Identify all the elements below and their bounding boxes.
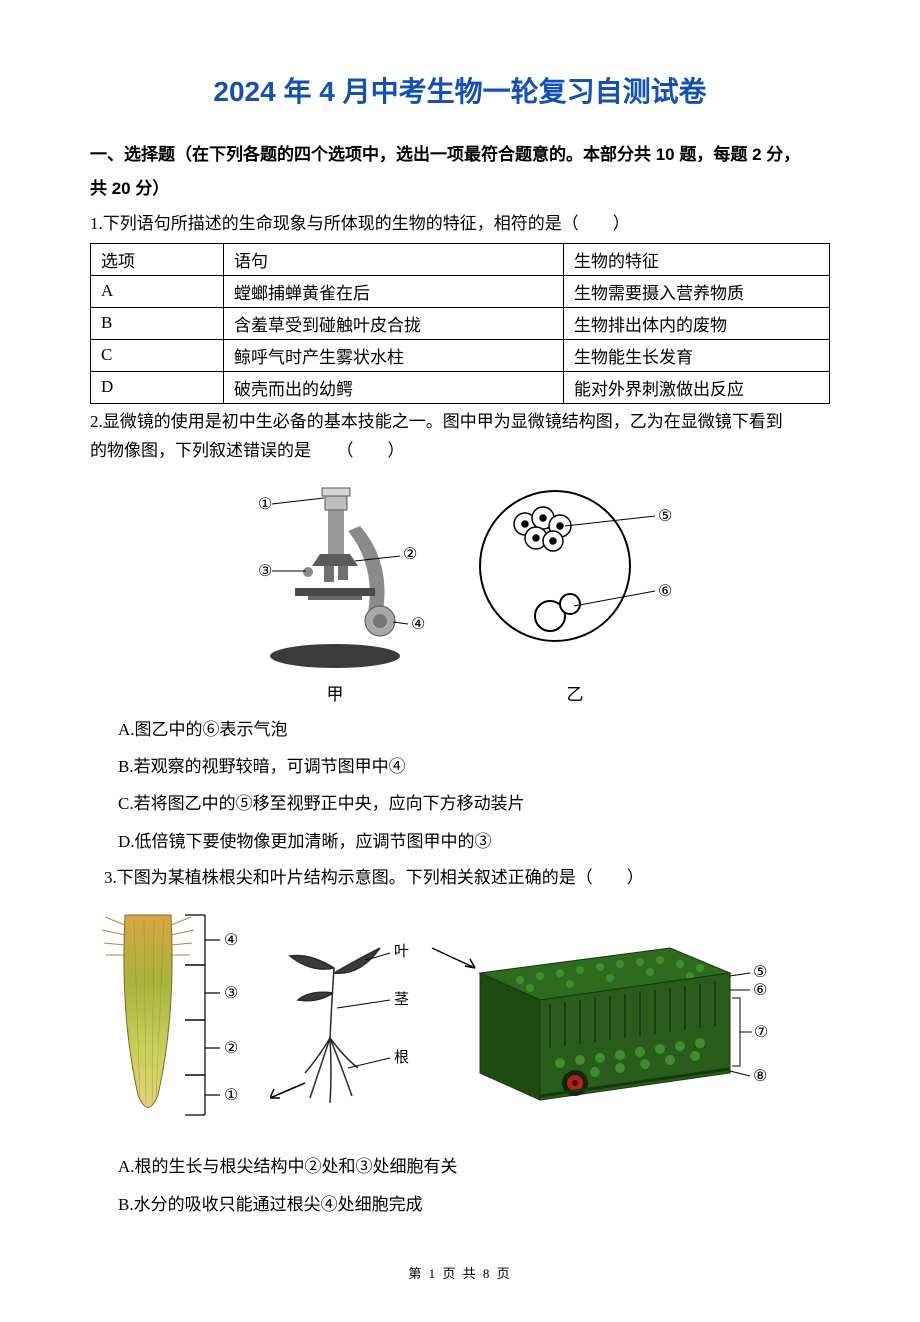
table-row: D 破壳而出的幼鳄 能对外界刺激做出反应 xyxy=(91,371,830,403)
q2-fig-jia: ① ③ ② ④ 甲 xyxy=(240,476,430,705)
q2-caption-yi: 乙 xyxy=(470,680,680,705)
q3-label-6: ⑥ xyxy=(753,982,767,999)
q3-label-root: 根 xyxy=(394,1049,409,1066)
q1-c-opt: C xyxy=(91,339,224,371)
q3-label-1: ① xyxy=(224,1087,238,1104)
q3-option-a: A.根的生长与根尖结构中②处和③处细胞有关 xyxy=(118,1148,830,1185)
q3-label-stem: 茎 xyxy=(394,991,409,1008)
q1-stem: 1.下列语句所描述的生命现象与所体现的生物的特征，相符的是（ ） xyxy=(90,210,830,239)
q2-label-5: ⑤ xyxy=(658,508,672,525)
root-tip-icon: ④ ③ ② ① xyxy=(90,905,260,1130)
q2-option-b: B.若观察的视野较暗，可调节图甲中④ xyxy=(118,748,830,785)
leaf-section-icon: ⑤ ⑥ ⑦ ⑧ xyxy=(430,918,770,1118)
q3-option-b: B.水分的吸收只能通过根尖④处细胞完成 xyxy=(118,1186,830,1223)
q1-a-feat: 生物需要摄入营养物质 xyxy=(563,275,829,307)
q1-d-feat: 能对外界刺激做出反应 xyxy=(563,371,829,403)
q1-c-feat: 生物能生长发育 xyxy=(563,339,829,371)
table-row: B 含羞草受到碰触叶皮合拢 生物排出体内的废物 xyxy=(91,307,830,339)
q1-b-stmt: 含羞草受到碰触叶皮合拢 xyxy=(224,307,564,339)
q3-label-3: ③ xyxy=(224,985,238,1002)
page-footer: 第 1 页 共 8 页 xyxy=(90,1263,830,1282)
section-1-line1: 一、选择题（在下列各题的四个选项中，选出一项最符合题意的。本部分共 10 题，每… xyxy=(90,145,800,164)
q2-label-1: ① xyxy=(258,496,272,513)
q2-label-2: ② xyxy=(403,546,417,563)
q3-label-4: ④ xyxy=(224,932,238,949)
table-row: 选项 语句 生物的特征 xyxy=(91,243,830,275)
q2-options: A.图乙中的⑥表示气泡 B.若观察的视野较暗，可调节图甲中④ C.若将图乙中的⑤… xyxy=(90,711,830,861)
q1-head-opt: 选项 xyxy=(91,243,224,275)
q1-head-stmt: 语句 xyxy=(224,243,564,275)
q2-caption-jia: 甲 xyxy=(240,680,430,705)
section-1-header: 一、选择题（在下列各题的四个选项中，选出一项最符合题意的。本部分共 10 题，每… xyxy=(90,138,830,206)
microscope-icon: ① ③ ② ④ xyxy=(240,476,430,671)
q2-fig-yi: ⑤ ⑥ 乙 xyxy=(470,476,680,705)
q1-c-stmt: 鲸呼气时产生雾状水柱 xyxy=(224,339,564,371)
q1-a-opt: A xyxy=(91,275,224,307)
table-row: C 鲸呼气时产生雾状水柱 生物能生长发育 xyxy=(91,339,830,371)
q1-d-stmt: 破壳而出的幼鳄 xyxy=(224,371,564,403)
q1-d-opt: D xyxy=(91,371,224,403)
q3-label-5: ⑤ xyxy=(753,964,767,981)
q1-b-feat: 生物排出体内的废物 xyxy=(563,307,829,339)
q3-label-leaf: 叶 xyxy=(394,943,409,960)
q3-label-2: ② xyxy=(224,1040,238,1057)
plant-icon: 叶 茎 根 xyxy=(270,918,420,1118)
q2-stem-l2: 的物像图，下列叙述错误的是 （ ） xyxy=(90,441,405,460)
q2-option-d: D.低倍镜下要使物像更加清晰，应调节图甲中的③ xyxy=(118,823,830,860)
q2-label-6: ⑥ xyxy=(658,583,672,600)
section-1-line2: 共 20 分） xyxy=(90,179,169,198)
q3-options: A.根的生长与根尖结构中②处和③处细胞有关 B.水分的吸收只能通过根尖④处细胞完… xyxy=(90,1148,830,1223)
q3-label-8: ⑧ xyxy=(753,1068,767,1085)
q3-stem: 3.下图为某植株根尖和叶片结构示意图。下列相关叙述正确的是（ ） xyxy=(90,864,830,893)
q2-option-c: C.若将图乙中的⑤移至视野正中央，应向下方移动装片 xyxy=(118,785,830,822)
q1-b-opt: B xyxy=(91,307,224,339)
q2-label-4: ④ xyxy=(411,616,425,633)
q2-label-3: ③ xyxy=(258,563,272,580)
q2-stem: 2.显微镜的使用是初中生必备的基本技能之一。图中甲为显微镜结构图，乙为在显微镜下… xyxy=(90,408,830,466)
q2-figure: ① ③ ② ④ 甲 xyxy=(90,476,830,705)
q1-a-stmt: 螳螂捕蝉黄雀在后 xyxy=(224,275,564,307)
q1-table: 选项 语句 生物的特征 A 螳螂捕蝉黄雀在后 生物需要摄入营养物质 B 含羞草受… xyxy=(90,243,830,404)
table-row: A 螳螂捕蝉黄雀在后 生物需要摄入营养物质 xyxy=(91,275,830,307)
q3-figure: ④ ③ ② ① 叶 xyxy=(90,905,830,1130)
q1-head-feat: 生物的特征 xyxy=(563,243,829,275)
q2-stem-l1: 2.显微镜的使用是初中生必备的基本技能之一。图中甲为显微镜结构图，乙为在显微镜下… xyxy=(90,412,783,431)
page-title: 2024 年 4 月中考生物一轮复习自测试卷 xyxy=(90,70,830,110)
q3-label-7: ⑦ xyxy=(754,1024,768,1041)
cell-view-icon: ⑤ ⑥ xyxy=(470,476,680,671)
q2-option-a: A.图乙中的⑥表示气泡 xyxy=(118,711,830,748)
